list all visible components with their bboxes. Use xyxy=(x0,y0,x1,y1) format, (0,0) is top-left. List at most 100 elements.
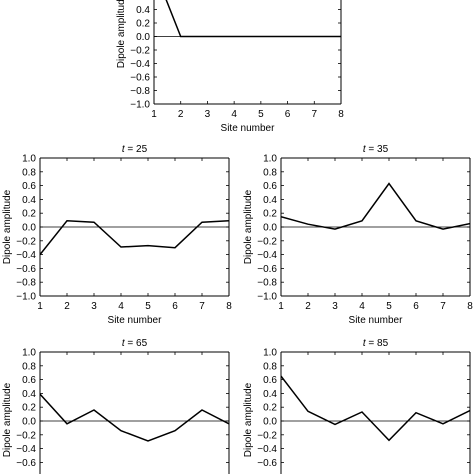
x-tick-label: 2 xyxy=(305,301,311,312)
chart-title-variable: t xyxy=(363,144,367,155)
x-tick-label: 3 xyxy=(332,301,338,312)
y-tick-label: 1.0 xyxy=(263,348,277,359)
chart-title-value: = 35 xyxy=(366,144,389,155)
data-line xyxy=(40,393,229,442)
y-tick-label: −1.0 xyxy=(16,292,36,303)
y-tick-label: 0.4 xyxy=(22,389,36,400)
y-tick-label: 1.0 xyxy=(22,154,36,165)
x-tick-label: 1 xyxy=(151,109,157,120)
y-tick-label: −0.8 xyxy=(16,278,36,289)
y-tick-label: 0.0 xyxy=(263,417,277,428)
y-tick-label: −0.2 xyxy=(257,236,277,247)
x-tick-label: 8 xyxy=(467,301,473,312)
y-tick-label: −0.4 xyxy=(16,444,36,455)
y-tick-label: −0.4 xyxy=(257,444,277,455)
x-tick-label: 2 xyxy=(64,301,70,312)
y-tick-label: 0.6 xyxy=(263,375,277,386)
chart-panel-t25: 1.0 0.8 0.6 0.4 0.2 0.0 −0.2 −0.4 −0.6 −0.8 −1.01 2… xyxy=(2,144,232,326)
y-tick-label: 0.8 xyxy=(22,167,36,178)
y-axis-label: Dipole amplitude xyxy=(243,189,254,264)
x-tick-label: 4 xyxy=(359,301,365,312)
y-tick-label: −0.4 xyxy=(257,250,277,261)
y-axis-label: Dipole amplitude xyxy=(116,0,127,68)
x-tick-label: 8 xyxy=(226,301,232,312)
data-line xyxy=(281,375,470,442)
chart-panel-t35: 1.0 0.8 0.6 0.4 0.2 0.0 −0.2 −0.4 −0.6 −0.8 −1.01 2… xyxy=(243,144,473,326)
x-tick-label: 6 xyxy=(172,301,178,312)
y-tick-label: 0.2 xyxy=(263,209,277,220)
y-tick-label: 0.0 xyxy=(22,223,36,234)
chart-title: t = 65 xyxy=(122,338,148,349)
y-tick-label: 1.0 xyxy=(22,348,36,359)
y-tick-label: 1.0 xyxy=(263,154,277,165)
y-axis-label: Dipole amplitude xyxy=(2,382,13,457)
y-tick-label: −0.4 xyxy=(130,59,150,70)
y-tick-label: 0.4 xyxy=(136,5,150,16)
x-tick-label: 6 xyxy=(413,301,419,312)
x-tick-label: 1 xyxy=(278,301,284,312)
chart-title: t = 35 xyxy=(363,144,389,155)
x-tick-label: 1 xyxy=(37,301,43,312)
y-tick-label: −0.6 xyxy=(16,458,36,469)
y-tick-label: −0.2 xyxy=(16,236,36,247)
data-line xyxy=(40,220,229,256)
y-tick-label: −1.0 xyxy=(130,100,150,111)
y-tick-label: 0.8 xyxy=(22,361,36,372)
y-tick-label: 0.2 xyxy=(22,403,36,414)
y-tick-label: 0.8 xyxy=(263,167,277,178)
chart-title-value: = 65 xyxy=(125,338,148,349)
chart-panel-t85: 1.0 0.8 0.6 0.4 0.2 0.0 −0.2 −0.4 −0.6 t = 85 Dipo… xyxy=(243,338,471,474)
chart-title-value: = 25 xyxy=(125,144,148,155)
y-tick-label: 0.0 xyxy=(22,417,36,428)
chart-title: t = 85 xyxy=(363,338,389,349)
x-tick-label: 8 xyxy=(338,109,344,120)
x-tick-label: 6 xyxy=(285,109,291,120)
x-tick-label: 5 xyxy=(386,301,392,312)
y-tick-label: 0.0 xyxy=(136,32,150,43)
x-tick-label: 3 xyxy=(205,109,211,120)
x-tick-label: 7 xyxy=(312,109,318,120)
y-axis-label: Dipole amplitude xyxy=(2,189,13,264)
x-axis-label: Site number xyxy=(221,123,276,134)
y-tick-label: −0.4 xyxy=(16,250,36,261)
chart-title: t = 25 xyxy=(122,144,148,155)
chart-title-variable: t xyxy=(122,338,126,349)
y-tick-label: 0.2 xyxy=(22,209,36,220)
x-tick-label: 5 xyxy=(145,301,151,312)
y-tick-label: 0.0 xyxy=(263,223,277,234)
x-tick-label: 3 xyxy=(91,301,97,312)
chart-panel-top: 0.4 0.2 0.0 −0.2 −0.4 −0.6 −0.8 −1.01 2 3 4 5 6 7 8 Sit… xyxy=(116,0,344,134)
y-tick-label: −0.8 xyxy=(130,86,150,97)
y-tick-label: −0.6 xyxy=(257,264,277,275)
x-axis-label: Site number xyxy=(108,315,163,326)
y-tick-label: 0.2 xyxy=(136,19,150,30)
y-tick-label: 0.6 xyxy=(22,375,36,386)
y-tick-label: 0.4 xyxy=(263,195,277,206)
y-tick-label: −0.6 xyxy=(130,73,150,84)
y-tick-label: 0.4 xyxy=(22,195,36,206)
data-line xyxy=(165,0,341,38)
y-tick-label: −0.2 xyxy=(16,430,36,441)
x-tick-label: 4 xyxy=(231,109,237,120)
y-tick-label: −1.0 xyxy=(257,292,277,303)
x-tick-label: 4 xyxy=(118,301,124,312)
data-line xyxy=(281,182,470,230)
y-tick-label: −0.2 xyxy=(257,430,277,441)
chart-title-value: = 85 xyxy=(366,338,389,349)
chart-panel-t65: 1.0 0.8 0.6 0.4 0.2 0.0 −0.2 −0.4 −0.6 t = 65 Dipo… xyxy=(2,338,230,474)
y-tick-label: −0.8 xyxy=(257,278,277,289)
x-tick-label: 2 xyxy=(178,109,184,120)
y-tick-label: 0.6 xyxy=(22,181,36,192)
y-tick-label: −0.6 xyxy=(16,264,36,275)
y-tick-label: 0.8 xyxy=(263,361,277,372)
y-tick-label: 0.2 xyxy=(263,403,277,414)
y-tick-label: 0.6 xyxy=(263,181,277,192)
y-tick-label: −0.2 xyxy=(130,46,150,57)
chart-title-variable: t xyxy=(363,338,367,349)
x-tick-label: 5 xyxy=(258,109,264,120)
x-tick-label: 7 xyxy=(199,301,205,312)
y-tick-label: 0.4 xyxy=(263,389,277,400)
x-axis-label: Site number xyxy=(349,315,404,326)
y-axis-label: Dipole amplitude xyxy=(243,382,254,457)
